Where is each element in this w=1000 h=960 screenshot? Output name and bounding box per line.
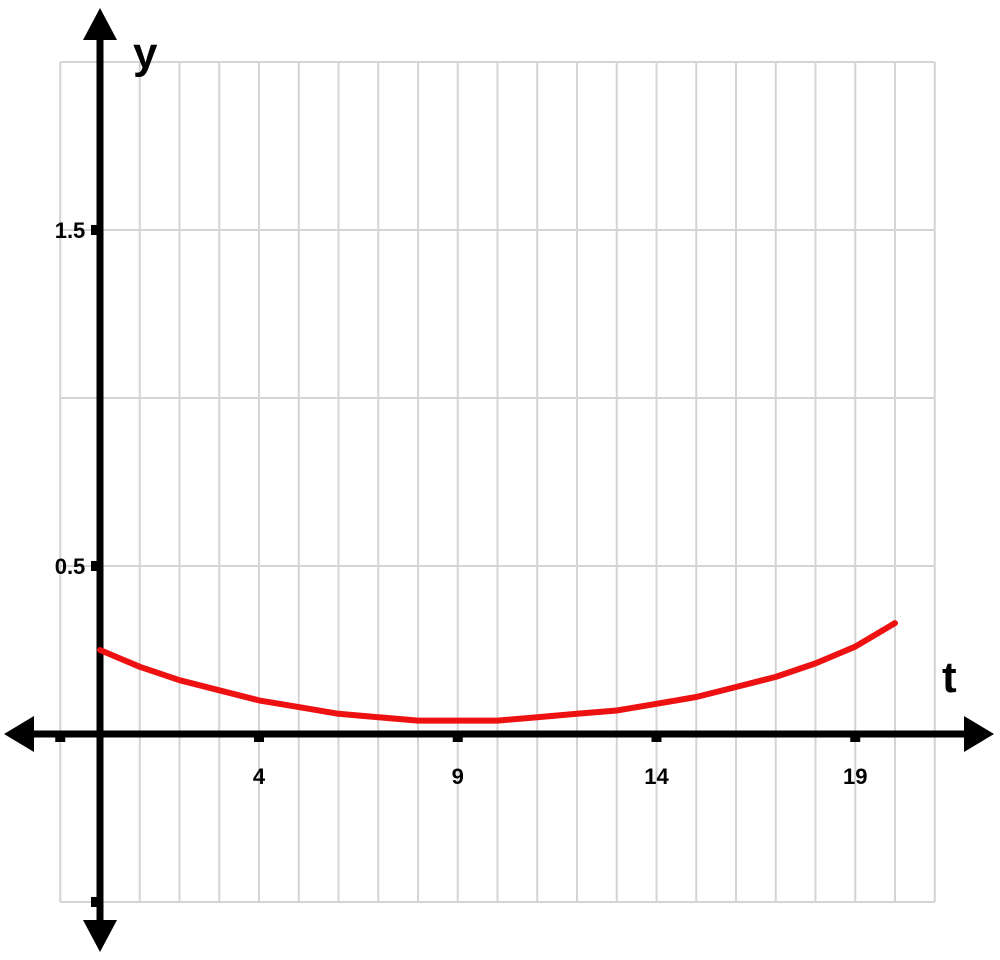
- series-line: [97, 620, 898, 724]
- x-tick-mark: [55, 732, 66, 742]
- x-axis-arrow-right: [964, 716, 994, 752]
- y-tick-label: 0.5: [55, 554, 86, 579]
- labels: y t: [133, 29, 957, 702]
- x-tick-mark: [651, 732, 662, 742]
- x-axis-label: t: [942, 653, 957, 702]
- y-tick-mark: [91, 897, 101, 907]
- x-axis-arrow-left: [4, 716, 34, 752]
- x-tick-label: 4: [253, 764, 266, 789]
- y-tick-mark: [91, 561, 101, 571]
- x-tick-label: 14: [644, 764, 669, 789]
- x-tick-mark: [254, 732, 264, 742]
- series: [97, 620, 898, 724]
- x-tick-label: 9: [452, 764, 464, 789]
- x-tick-mark: [452, 732, 463, 742]
- y-tick-label: 1.5: [55, 218, 86, 243]
- y-axis-arrow-up: [83, 8, 117, 40]
- axes: [4, 8, 994, 952]
- ticks: 4 9 14 19 0.5 1.5: [55, 218, 867, 907]
- grid: [59, 61, 936, 903]
- x-tick-label: 19: [843, 764, 867, 789]
- x-tick-mark: [850, 732, 861, 742]
- y-axis-arrow-down: [83, 920, 117, 952]
- y-tick-mark: [91, 225, 101, 235]
- y-axis-label: y: [133, 29, 158, 78]
